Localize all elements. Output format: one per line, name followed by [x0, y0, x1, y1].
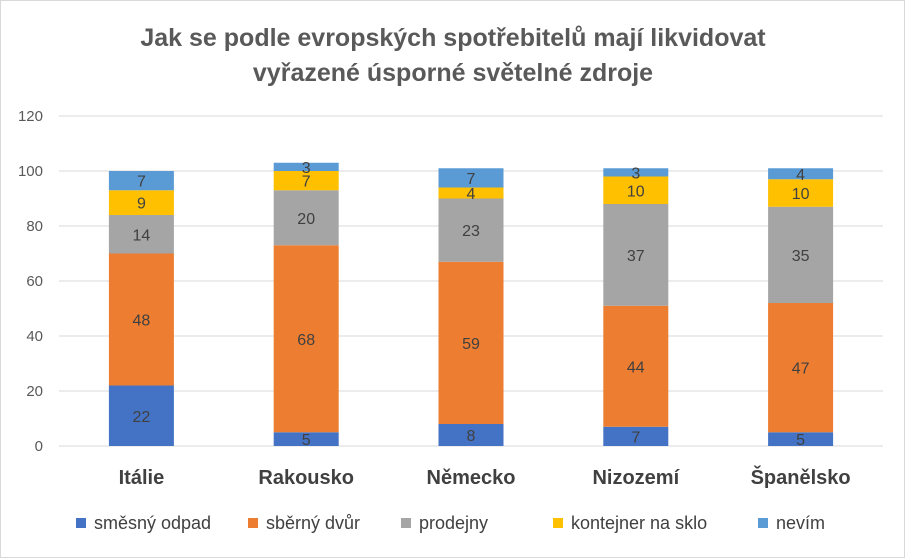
data-label: 7 [631, 429, 640, 446]
bar-segment [603, 168, 669, 177]
bar-segment [438, 198, 504, 262]
data-label: 44 [627, 359, 645, 376]
bar-segment [768, 303, 834, 433]
bar-segment [108, 385, 174, 446]
bar-segment [273, 245, 339, 433]
bar-segment [603, 204, 669, 306]
y-tick-label: 60 [26, 273, 43, 290]
data-label: 23 [462, 223, 480, 240]
data-label: 4 [467, 186, 476, 203]
y-tick-label: 80 [26, 218, 43, 235]
y-axis-ticks: 0 20 40 60 80 100 120 [18, 108, 43, 455]
x-tick-label: Německo [427, 467, 516, 489]
data-label: 3 [302, 160, 311, 177]
legend-swatch [758, 518, 768, 528]
x-tick-label: Nizozemí [592, 467, 680, 489]
bar-segment [768, 168, 834, 180]
legend-item-label: nevím [776, 513, 825, 533]
legend-swatch [76, 518, 86, 528]
data-label: 48 [133, 313, 151, 330]
data-label: 10 [627, 183, 645, 200]
bar-segment [108, 171, 174, 191]
legend-item-label: směsný odpad [94, 513, 211, 533]
data-label: 37 [627, 248, 645, 265]
bar-segment [603, 305, 669, 427]
x-axis-ticks: Itálie Rakousko Německo Nizozemí Španělsko [119, 465, 851, 489]
data-label: 7 [137, 174, 146, 191]
x-tick-label: Španělsko [751, 465, 851, 489]
bar-segment [108, 190, 174, 215]
bar-segment [438, 424, 504, 446]
legend-swatch [248, 518, 258, 528]
data-label: 9 [137, 196, 146, 213]
bar-segment [273, 190, 339, 246]
data-label: 8 [467, 428, 476, 445]
legend-swatch [553, 518, 563, 528]
y-tick-label: 20 [26, 383, 43, 400]
legend: směsný odpad sběrný dvůr prodejny kontejner… [76, 513, 825, 533]
bars [108, 162, 834, 446]
x-tick-label: Rakousko [258, 467, 354, 489]
y-tick-label: 120 [18, 108, 43, 125]
bar-segment [603, 176, 669, 204]
x-tick-label: Itálie [119, 467, 165, 489]
data-label: 14 [133, 227, 151, 244]
data-label: 47 [792, 361, 810, 378]
data-label: 7 [467, 171, 476, 188]
data-label: 7 [302, 174, 311, 191]
bar-segment [768, 206, 834, 303]
chart-title-line-1: Jak se podle evropských spotřebitelů maj… [140, 24, 766, 52]
chart-title-line-2: vyřazené úsporné světelné zdroje [253, 59, 653, 87]
legend-item-label: sběrný dvůr [266, 513, 360, 533]
legend-swatch [401, 518, 411, 528]
y-tick-label: 0 [35, 438, 43, 455]
data-label: 20 [297, 211, 315, 228]
y-tick-label: 100 [18, 163, 43, 180]
y-tick-label: 40 [26, 328, 43, 345]
data-label: 22 [133, 409, 151, 426]
data-label: 10 [792, 186, 810, 203]
data-label: 35 [792, 248, 810, 265]
data-label: 4 [796, 167, 805, 184]
bar-segment [438, 187, 504, 199]
legend-item-label: prodejny [419, 513, 488, 533]
bar-segment [273, 432, 339, 446]
data-label: 68 [297, 332, 315, 349]
data-label: 5 [796, 432, 805, 449]
chart-title: Jak se podle evropských spotřebitelů maj… [140, 24, 766, 87]
bar-segment [768, 179, 834, 207]
legend-item-label: kontejner na sklo [571, 513, 707, 533]
bar-segment [768, 432, 834, 446]
data-label: 59 [462, 336, 480, 353]
bar-segment [438, 168, 504, 188]
bar-segment [273, 171, 339, 191]
bar-segment [603, 426, 669, 446]
bar-segment [438, 261, 504, 424]
bar-segment [108, 253, 174, 386]
data-label: 5 [302, 432, 311, 449]
bar-segment [108, 215, 174, 254]
bar-segment [273, 162, 339, 171]
data-label: 3 [631, 165, 640, 182]
